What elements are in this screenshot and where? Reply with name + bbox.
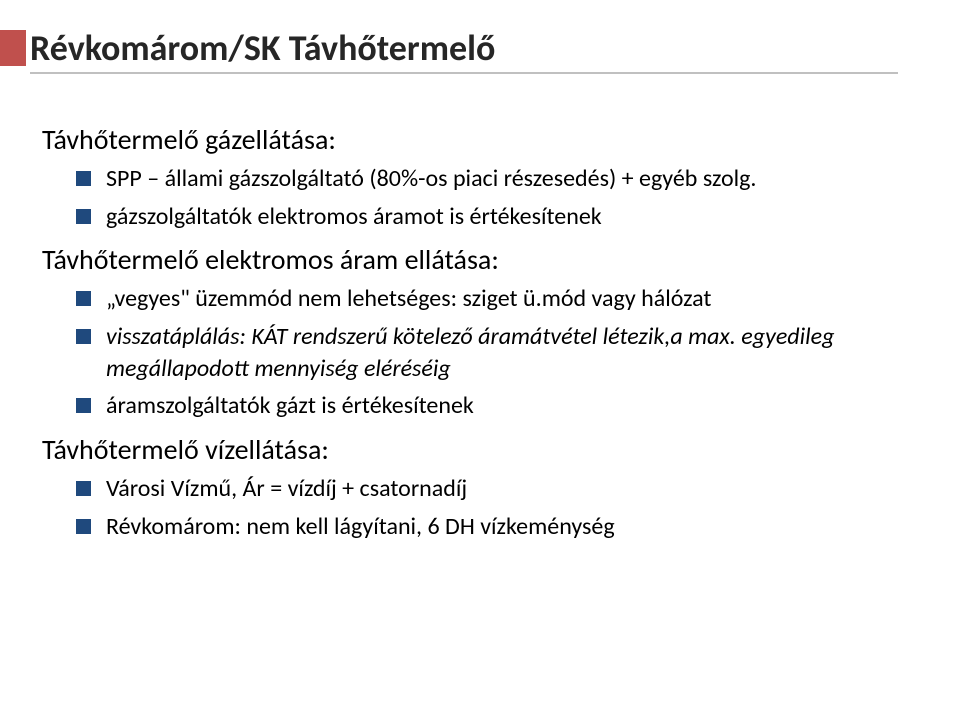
bullet-text: SPP – állami gázszolgáltató (80%-os piac…	[106, 163, 756, 195]
square-bullet-icon	[76, 481, 91, 496]
slide-title: Révkomárom/SK Távhőtermelő	[30, 26, 495, 70]
square-bullet-icon	[76, 519, 91, 534]
bullet-item: „vegyes" üzemmód nem lehetséges: sziget …	[76, 283, 912, 315]
square-bullet-icon	[76, 171, 91, 186]
title-bar: Révkomárom/SK Távhőtermelő	[0, 26, 960, 70]
title-accent-box	[0, 30, 26, 66]
bullet-item: áramszolgáltatók gázt is értékesítenek	[76, 390, 912, 422]
bullet-item: Városi Vízmű, Ár = vízdíj + csatornadíj	[76, 473, 912, 505]
section-heading: Távhőtermelő elektromos áram ellátása:	[42, 242, 912, 277]
bullet-text: Révkomárom: nem kell lágyítani, 6 DH víz…	[106, 511, 615, 543]
title-underline	[30, 72, 898, 74]
bullet-text: Városi Vízmű, Ár = vízdíj + csatornadíj	[106, 473, 467, 505]
square-bullet-icon	[76, 291, 91, 306]
bullet-text: áramszolgáltatók gázt is értékesítenek	[106, 390, 474, 422]
square-bullet-icon	[76, 209, 91, 224]
bullet-item: SPP – állami gázszolgáltató (80%-os piac…	[76, 163, 912, 195]
bullet-item: Révkomárom: nem kell lágyítani, 6 DH víz…	[76, 511, 912, 543]
bullet-text: gázszolgáltatók elektromos áramot is ért…	[106, 201, 602, 233]
square-bullet-icon	[76, 398, 91, 413]
bullet-text: „vegyes" üzemmód nem lehetséges: sziget …	[106, 283, 711, 315]
section-heading: Távhőtermelő gázellátása:	[42, 122, 912, 157]
bullet-item: gázszolgáltatók elektromos áramot is ért…	[76, 201, 912, 233]
content-area: Távhőtermelő gázellátása: SPP – állami g…	[42, 122, 912, 548]
square-bullet-icon	[76, 329, 91, 344]
section-heading: Távhőtermelő vízellátása:	[42, 432, 912, 467]
bullet-item: visszatáplálás: KÁT rendszerű kötelező á…	[76, 321, 912, 384]
slide: Révkomárom/SK Távhőtermelő Távhőtermelő …	[0, 0, 960, 716]
bullet-text: visszatáplálás: KÁT rendszerű kötelező á…	[106, 321, 912, 384]
